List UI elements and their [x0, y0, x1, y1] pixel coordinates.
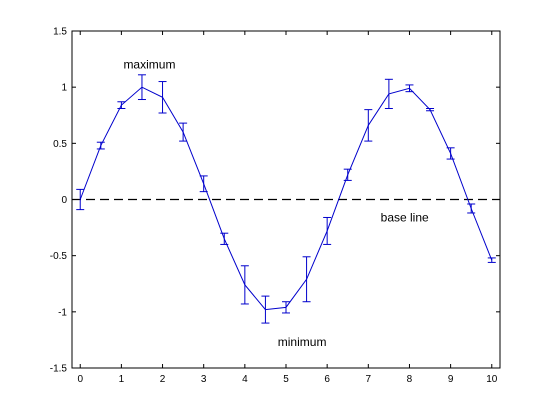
x-tick-label: 0 — [77, 374, 83, 385]
error-bar — [446, 147, 455, 160]
y-tick-label: 1 — [61, 83, 67, 94]
y-tick-label: 0.5 — [53, 139, 67, 150]
x-tick-label: 6 — [324, 374, 330, 385]
error-bar — [261, 295, 270, 324]
error-bar — [117, 101, 126, 110]
error-bar — [405, 84, 414, 93]
annotation-label: maximum — [123, 58, 175, 72]
error-bar — [158, 81, 167, 114]
y-tick-label: -1.5 — [50, 364, 68, 375]
y-tick-label: -1 — [58, 307, 67, 318]
error-bar — [302, 256, 311, 303]
error-bar — [487, 257, 496, 263]
x-tick-label: 9 — [448, 374, 454, 385]
annotations: maximum minimum base line — [123, 58, 429, 349]
error-bar — [282, 301, 290, 314]
error-bar — [179, 122, 188, 142]
error-bar — [199, 175, 208, 193]
x-tick-label: 3 — [201, 374, 207, 385]
error-bar — [240, 265, 249, 305]
error-bar — [76, 188, 85, 211]
y-axis-ticks: -1.5 -1 -0.5 0 0.5 1 1.5 — [50, 27, 500, 375]
x-tick-label: 4 — [242, 374, 248, 385]
x-tick-label: 10 — [486, 374, 498, 385]
error-bar — [137, 74, 146, 101]
x-axis-ticks: 0 1 2 3 4 5 6 7 8 9 10 — [77, 31, 498, 385]
error-bar — [96, 141, 105, 150]
error-bar — [220, 232, 229, 245]
error-bar — [467, 203, 476, 214]
error-bar — [323, 216, 332, 245]
error-bar — [426, 108, 435, 112]
error-bar — [364, 109, 373, 142]
annotation-label: base line — [381, 210, 429, 224]
x-tick-label: 8 — [407, 374, 413, 385]
error-bar — [384, 78, 393, 110]
y-tick-label: 1.5 — [53, 27, 67, 38]
y-tick-label: 0 — [61, 195, 67, 206]
x-tick-label: 5 — [283, 374, 289, 385]
series-layer — [76, 74, 496, 324]
x-tick-label: 2 — [160, 374, 166, 385]
y-tick-label: -0.5 — [50, 251, 68, 262]
x-tick-label: 7 — [366, 374, 372, 385]
annotation-label: minimum — [278, 335, 327, 349]
x-tick-label: 1 — [119, 374, 125, 385]
error-bar — [343, 168, 352, 181]
